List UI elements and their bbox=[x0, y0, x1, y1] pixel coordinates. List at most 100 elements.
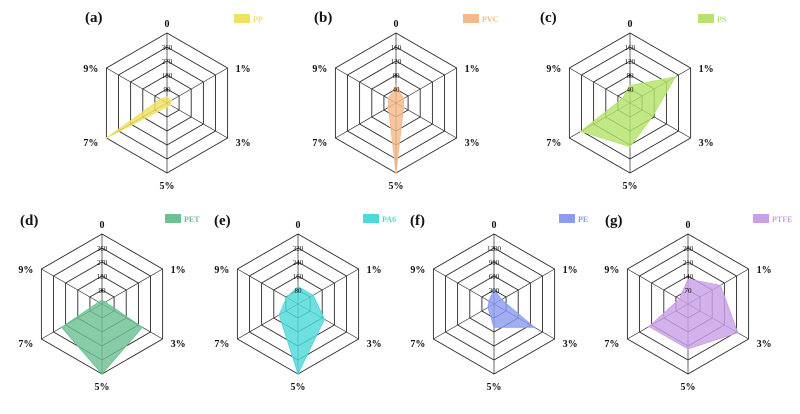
series-area-pe bbox=[487, 288, 536, 328]
data-point bbox=[387, 106, 390, 109]
radar-panel-3: 40 80 120 160 0 1% 3% 5% 7% 9% (c) PS bbox=[540, 10, 727, 192]
spoke-label: 7% bbox=[312, 138, 327, 149]
legend-swatch bbox=[463, 14, 479, 23]
spoke-label: 7% bbox=[410, 339, 425, 350]
series-area-pet bbox=[61, 299, 143, 375]
spoke-label: 7% bbox=[546, 138, 561, 149]
spoke-label: 5% bbox=[160, 181, 175, 192]
spoke-label: 3% bbox=[699, 138, 714, 149]
series-area-pa6 bbox=[278, 286, 325, 376]
spoke-label: 3% bbox=[757, 339, 772, 350]
tick-label: 160 bbox=[391, 44, 402, 52]
radar-panel-4: 90 180 270 360 0 1% 3% 5% 7% 9% (d) PET bbox=[18, 213, 200, 393]
data-point bbox=[500, 298, 503, 301]
data-point bbox=[285, 296, 288, 299]
radar-panel-5: 80 160 240 320 0 1% 3% 5% 7% 9% (e) PA6 bbox=[214, 213, 396, 393]
data-point bbox=[402, 97, 405, 100]
data-point bbox=[297, 373, 299, 375]
data-point bbox=[629, 145, 631, 148]
radar-panel-2: 40 80 120 160 0 1% 3% 5% 7% 9% (b) PVC bbox=[312, 10, 498, 192]
radar-panel-7: 70 140 210 280 0 1% 3% 5% 7% 9% (g) PTFE bbox=[604, 213, 792, 393]
data-point bbox=[97, 301, 100, 303]
spoke-label: 1% bbox=[563, 265, 578, 276]
tick-label: 40 bbox=[393, 86, 401, 94]
spoke-label: 1% bbox=[367, 265, 382, 276]
data-point bbox=[104, 301, 107, 303]
spoke-label: 1% bbox=[465, 64, 480, 75]
legend-swatch bbox=[234, 14, 250, 23]
data-point bbox=[278, 314, 280, 316]
grid-spoke bbox=[433, 303, 495, 340]
data-point bbox=[533, 326, 536, 329]
legend-swatch bbox=[698, 14, 714, 23]
spoke-label: 1% bbox=[699, 64, 714, 75]
panel-label: (c) bbox=[540, 10, 557, 26]
tick-label: 70 bbox=[685, 287, 693, 295]
spoke-label: 5% bbox=[389, 181, 404, 192]
grid-spoke bbox=[395, 102, 457, 139]
spoke-label: 5% bbox=[95, 382, 110, 393]
data-point bbox=[621, 97, 624, 100]
tick-label: 1200 bbox=[487, 245, 502, 253]
tick-label: 80 bbox=[393, 72, 401, 80]
series-area-pp bbox=[106, 96, 172, 139]
grid-spoke bbox=[166, 102, 228, 139]
data-point bbox=[141, 326, 144, 329]
grid-spoke bbox=[335, 102, 397, 139]
spoke-label: 0 bbox=[686, 220, 691, 231]
tick-label: 80 bbox=[627, 72, 635, 80]
spoke-label: 5% bbox=[291, 382, 306, 393]
data-point bbox=[297, 285, 299, 288]
data-point bbox=[487, 306, 489, 309]
tick-label: 320 bbox=[293, 245, 304, 253]
tick-label: 90 bbox=[99, 287, 107, 295]
spoke-label: 9% bbox=[83, 64, 98, 75]
tick-label: 270 bbox=[162, 58, 173, 66]
grid-spoke bbox=[493, 268, 555, 305]
spoke-label: 3% bbox=[465, 138, 480, 149]
data-point bbox=[159, 98, 162, 100]
spoke-label: 0 bbox=[492, 220, 497, 231]
tick-label: 280 bbox=[683, 245, 694, 253]
spoke-label: 9% bbox=[312, 64, 327, 75]
spoke-label: 7% bbox=[214, 339, 229, 350]
grid-spoke bbox=[627, 268, 689, 305]
tick-label: 160 bbox=[625, 44, 636, 52]
data-point bbox=[648, 325, 650, 328]
spoke-label: 7% bbox=[604, 339, 619, 350]
legend-label: PE bbox=[578, 215, 588, 224]
legend-swatch bbox=[165, 214, 181, 223]
spoke-label: 0 bbox=[296, 220, 301, 231]
tick-label: 160 bbox=[293, 273, 304, 281]
spoke-label: 5% bbox=[623, 181, 638, 192]
panel-label: (f) bbox=[410, 213, 425, 229]
tick-label: 40 bbox=[627, 86, 635, 94]
spoke-label: 7% bbox=[83, 138, 98, 149]
radar-panel-6: 300 600 900 1200 0 1% 3% 5% 7% 9% (f) PE bbox=[410, 213, 588, 393]
data-point bbox=[687, 278, 689, 280]
spoke-label: 0 bbox=[628, 19, 633, 30]
spoke-label: 9% bbox=[410, 265, 425, 276]
legend-label: PA6 bbox=[382, 215, 396, 224]
spoke-label: 5% bbox=[681, 382, 696, 393]
data-point bbox=[493, 288, 495, 291]
tick-label: 120 bbox=[625, 58, 636, 66]
spoke-label: 9% bbox=[18, 265, 33, 276]
data-point bbox=[395, 172, 397, 174]
legend-label: PET bbox=[184, 215, 200, 224]
grid-spoke bbox=[106, 67, 168, 104]
data-point bbox=[736, 331, 739, 334]
spoke-label: 1% bbox=[757, 265, 772, 276]
legend-label: PVC bbox=[482, 15, 499, 24]
tick-label: 90 bbox=[164, 86, 172, 94]
data-point bbox=[312, 294, 315, 297]
tick-label: 210 bbox=[683, 259, 694, 267]
panel-label: (g) bbox=[605, 213, 623, 229]
data-point bbox=[170, 99, 173, 102]
spoke-label: 9% bbox=[604, 265, 619, 276]
spoke-label: 3% bbox=[171, 339, 186, 350]
panel-label: (b) bbox=[314, 10, 332, 26]
spoke-label: 1% bbox=[171, 265, 186, 276]
data-point bbox=[395, 84, 397, 87]
spoke-label: 0 bbox=[394, 19, 399, 30]
